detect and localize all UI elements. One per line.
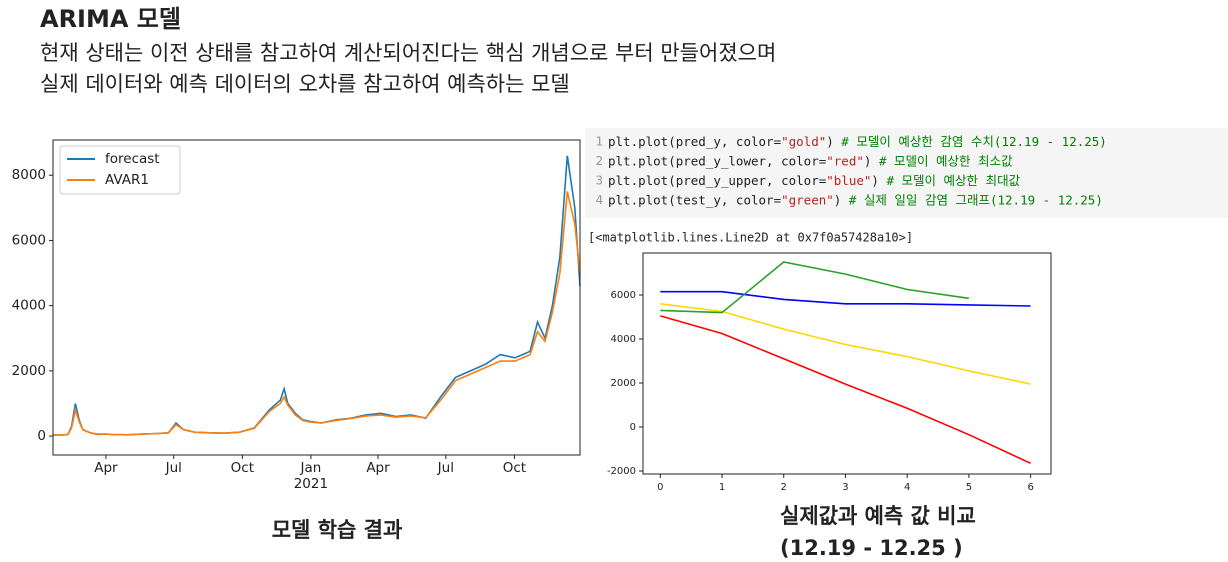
x-tick-label: Jul — [437, 460, 454, 476]
code-line: plt.plot(pred_y_upper, color="blue") # 모… — [608, 173, 1021, 188]
code-token: # 모델이 예상한 최대값 — [879, 173, 1021, 188]
x-tick-label: Oct — [231, 460, 254, 476]
y-tick-label: 4000 — [12, 298, 46, 314]
code-token: plt.plot(test_y, color= — [608, 192, 781, 207]
series-line — [53, 191, 581, 436]
y-tick-label: 0 — [630, 422, 636, 433]
code-token: # 실제 일일 감염 그래프(12.19 - 12.25) — [841, 192, 1103, 207]
code-line: plt.plot(pred_y, color="gold") # 모델이 예상한… — [608, 134, 1107, 149]
y-tick-label: 6000 — [611, 290, 636, 301]
code-token: "gold" — [781, 134, 826, 149]
code-token: "red" — [826, 153, 864, 168]
x-tick-label: 2 — [781, 482, 787, 493]
line-number: 2 — [595, 153, 603, 168]
title: ARIMA 모델 — [40, 5, 181, 33]
caption: 모델 학습 결과 — [272, 518, 403, 542]
line-number: 3 — [595, 173, 603, 188]
plot-frame — [52, 139, 581, 456]
x-tick-label: Apr — [94, 460, 118, 476]
caption: (12.19 - 12.25 ) — [780, 536, 963, 560]
x-tick-label: 3 — [842, 482, 848, 493]
code-line: plt.plot(pred_y_lower, color="red") # 모델… — [608, 153, 1013, 168]
x-tick-label: 0 — [657, 482, 663, 493]
y-tick-label: -2000 — [607, 466, 636, 477]
series-line — [53, 155, 581, 436]
code-token: # 모델이 예상한 감염 수치(12.19 - 12.25) — [834, 134, 1107, 149]
y-tick-label: 4000 — [611, 334, 636, 345]
caption: 실제값과 예측 값 비교 — [780, 504, 976, 528]
code-token: ) — [871, 173, 879, 188]
x-tick-label: 5 — [966, 482, 972, 493]
series-line — [660, 315, 1031, 465]
code-token: "blue" — [826, 173, 871, 188]
code-token: plt.plot(pred_y_upper, color= — [608, 173, 826, 188]
x-tick-label: 6 — [1027, 482, 1033, 493]
x-tick-label: Jul — [165, 460, 182, 476]
code-token: # 모델이 예상한 최소값 — [871, 153, 1013, 168]
code-token: plt.plot(pred_y, color= — [608, 134, 781, 149]
x-year-label: 2021 — [294, 476, 328, 492]
y-tick-label: 2000 — [12, 363, 46, 379]
code-token: "green" — [781, 192, 834, 207]
series-line — [660, 303, 1031, 385]
x-tick-label: Apr — [366, 460, 390, 476]
subtitle: 실제 데이터와 예측 데이터의 오차를 참고하여 예측하는 모델 — [40, 72, 570, 96]
y-tick-label: 0 — [37, 428, 46, 444]
line-number: 4 — [595, 192, 603, 207]
y-tick-label: 8000 — [12, 167, 46, 183]
legend-label: forecast — [105, 151, 160, 167]
y-tick-label: 2000 — [611, 378, 636, 389]
code-token: plt.plot(pred_y_lower, color= — [608, 153, 826, 168]
code-line: plt.plot(test_y, color="green") # 실제 일일 … — [608, 192, 1103, 207]
code-cell — [585, 128, 1228, 218]
series-line — [660, 261, 970, 314]
cell-output: [<matplotlib.lines.Line2D at 0x7f0a57428… — [588, 231, 913, 245]
legend-label: AVAR1 — [105, 172, 149, 188]
code-token: ) — [864, 153, 872, 168]
subtitle: 현재 상태는 이전 상태를 참고하여 계산되어진다는 핵심 개념으로 부터 만들… — [40, 41, 776, 65]
plot-frame — [642, 252, 1052, 475]
line-number: 1 — [595, 134, 603, 149]
y-tick-label: 6000 — [12, 232, 46, 248]
x-tick-label: 1 — [719, 482, 725, 493]
x-tick-label: Jan — [300, 460, 322, 476]
x-tick-label: Oct — [503, 460, 526, 476]
series-line — [660, 290, 1031, 307]
code-token: ) — [826, 134, 834, 149]
code-token: ) — [834, 192, 842, 207]
x-tick-label: 4 — [904, 482, 910, 493]
